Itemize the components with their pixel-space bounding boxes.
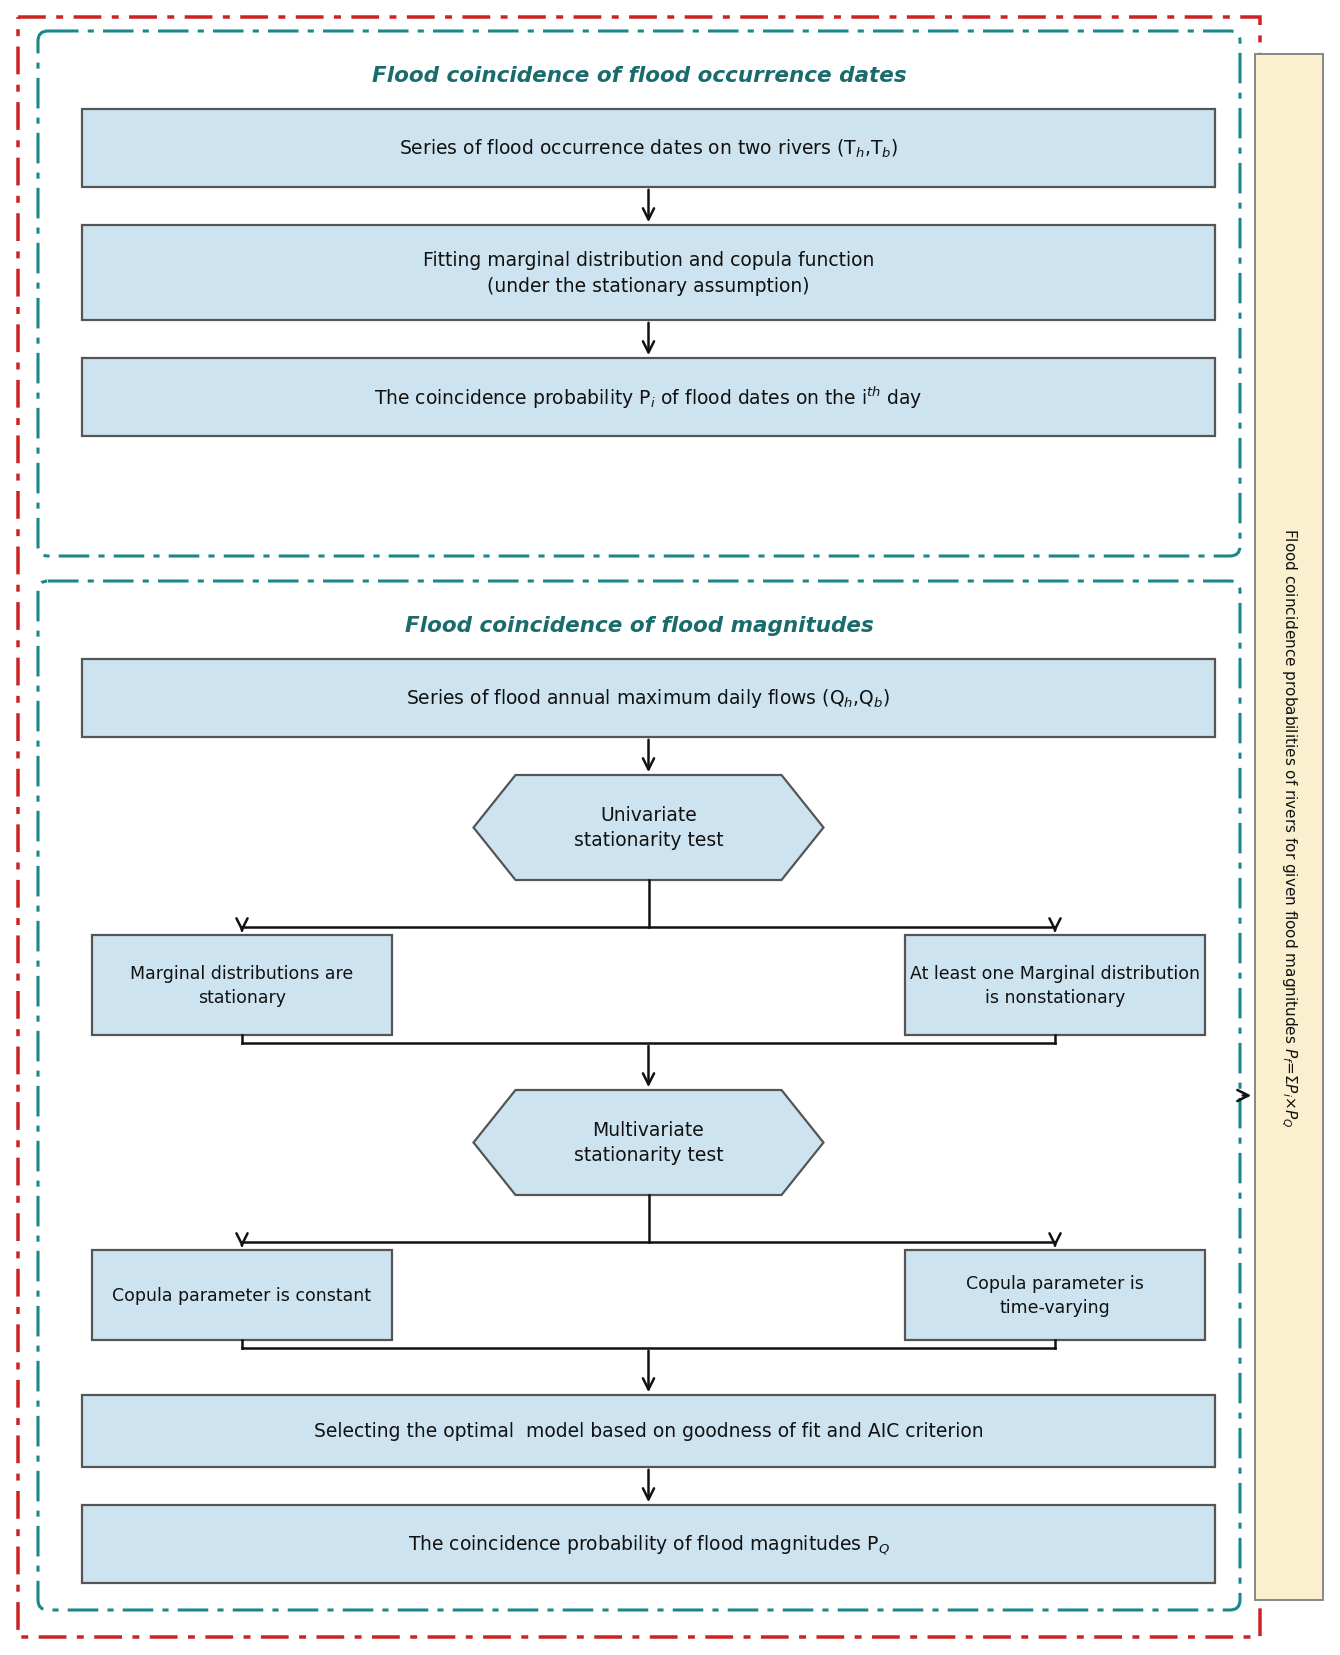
FancyBboxPatch shape	[905, 935, 1205, 1036]
Text: Fitting marginal distribution and copula function
(under the stationary assumpti: Fitting marginal distribution and copula…	[423, 252, 874, 295]
Text: Flood coincidence of flood magnitudes: Flood coincidence of flood magnitudes	[405, 616, 874, 636]
Text: Flood coincidence of flood occurrence dates: Flood coincidence of flood occurrence da…	[371, 66, 906, 86]
Text: Selecting the optimal  model based on goodness of fit and AIC criterion: Selecting the optimal model based on goo…	[314, 1422, 984, 1440]
FancyBboxPatch shape	[905, 1250, 1205, 1341]
Text: Univariate
stationarity test: Univariate stationarity test	[574, 806, 724, 851]
FancyBboxPatch shape	[82, 109, 1215, 189]
Text: Series of flood occurrence dates on two rivers (T$_h$,T$_b$): Series of flood occurrence dates on two …	[399, 137, 898, 161]
FancyBboxPatch shape	[82, 1395, 1215, 1466]
FancyBboxPatch shape	[82, 359, 1215, 437]
Text: Marginal distributions are
stationary: Marginal distributions are stationary	[130, 965, 354, 1006]
Text: The coincidence probability of flood magnitudes P$_Q$: The coincidence probability of flood mag…	[407, 1533, 890, 1556]
FancyBboxPatch shape	[82, 225, 1215, 321]
Text: The coincidence probability P$_i$ of flood dates on the i$^{th}$ day: The coincidence probability P$_i$ of flo…	[374, 384, 923, 410]
Text: At least one Marginal distribution
is nonstationary: At least one Marginal distribution is no…	[910, 965, 1201, 1006]
FancyBboxPatch shape	[1256, 55, 1323, 1600]
FancyBboxPatch shape	[82, 1504, 1215, 1584]
Text: Series of flood annual maximum daily flows (Q$_h$,Q$_b$): Series of flood annual maximum daily flo…	[406, 687, 891, 710]
Text: Multivariate
stationarity test: Multivariate stationarity test	[574, 1120, 724, 1165]
FancyBboxPatch shape	[92, 1250, 393, 1341]
Polygon shape	[473, 1091, 824, 1195]
FancyBboxPatch shape	[82, 660, 1215, 738]
FancyBboxPatch shape	[92, 935, 393, 1036]
Text: Copula parameter is
time-varying: Copula parameter is time-varying	[966, 1274, 1144, 1316]
Text: Copula parameter is constant: Copula parameter is constant	[113, 1286, 371, 1304]
Text: Flood coincidence probabilities of rivers for given flood magnitudes $P_f$=$\Sig: Flood coincidence probabilities of river…	[1280, 528, 1298, 1127]
Polygon shape	[473, 776, 824, 880]
